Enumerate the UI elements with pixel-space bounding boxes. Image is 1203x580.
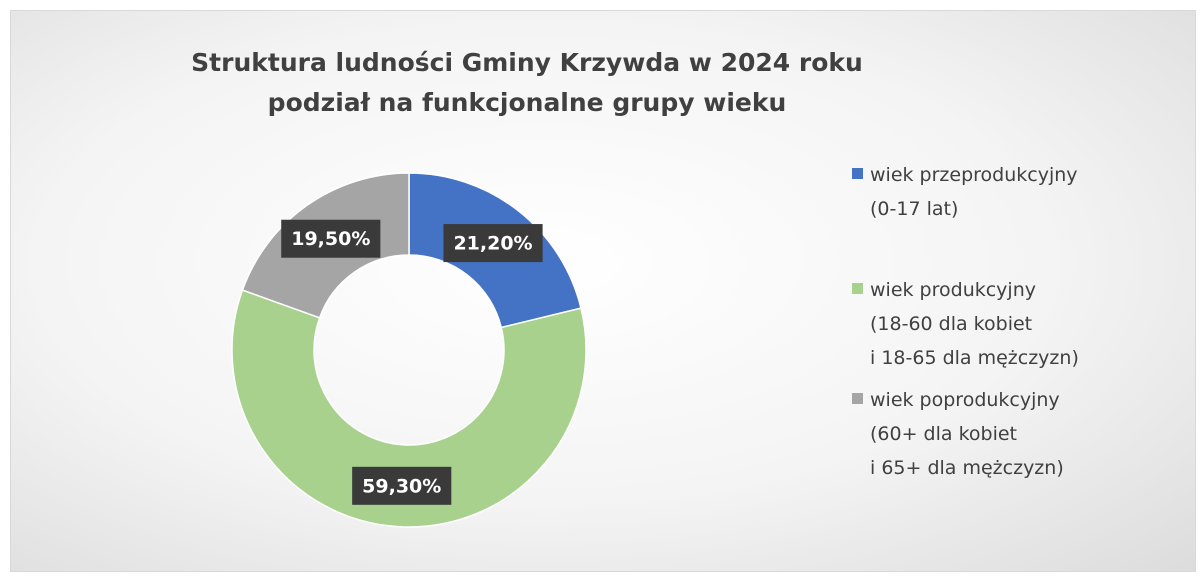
data-label-text: 19,50% bbox=[291, 228, 370, 250]
chart-title: Struktura ludności Gminy Krzywda w 2024 … bbox=[191, 48, 863, 77]
legend-label: wiek poprodukcyjny (60+ dla kobiet i 65+… bbox=[870, 389, 1064, 479]
data-label-text: 59,30% bbox=[362, 475, 441, 497]
legend-item: wiek produkcyjny (18-60 dla kobiet i 18-… bbox=[852, 273, 1079, 375]
legend-swatch bbox=[852, 393, 863, 404]
data-label: 59,30% bbox=[352, 466, 452, 505]
data-label: 19,50% bbox=[281, 219, 381, 258]
chart-area bbox=[10, 10, 1196, 572]
data-label-box bbox=[443, 224, 543, 263]
chart-subtitle: podział na funkcjonalne grupy wieku bbox=[268, 88, 787, 117]
legend-item: wiek poprodukcyjny (60+ dla kobiet i 65+… bbox=[852, 383, 1064, 485]
data-label-box bbox=[352, 466, 452, 505]
donut-segment bbox=[231, 289, 587, 528]
legend-swatch bbox=[852, 283, 863, 294]
legend-label: wiek przeprodukcyjny (0-17 lat) bbox=[870, 164, 1078, 220]
data-label-box bbox=[281, 219, 381, 258]
data-label-text: 21,20% bbox=[453, 233, 532, 255]
legend-swatch bbox=[852, 168, 863, 179]
data-label: 21,20% bbox=[443, 224, 543, 263]
legend-label: wiek produkcyjny (18-60 dla kobiet i 18-… bbox=[870, 279, 1079, 369]
legend-item: wiek przeprodukcyjny (0-17 lat) bbox=[852, 158, 1078, 226]
